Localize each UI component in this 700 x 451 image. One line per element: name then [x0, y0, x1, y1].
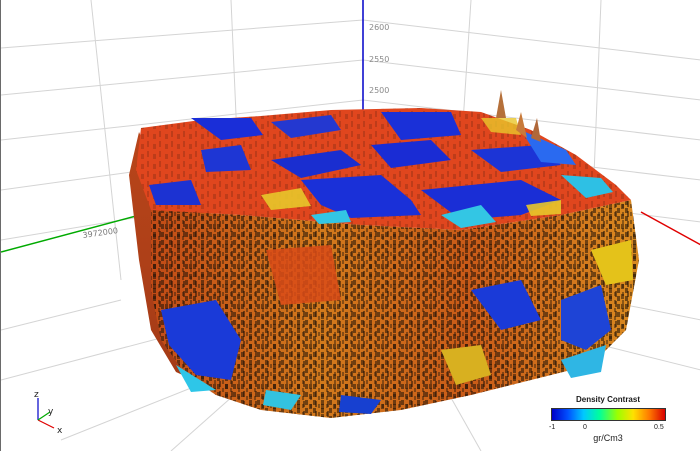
z-tick-1: 2550	[369, 55, 389, 64]
legend-units: gr/Cm3	[593, 433, 623, 443]
density-model	[129, 90, 639, 418]
legend-max-label: 0.5	[654, 424, 664, 431]
orientation-triad: z y x	[34, 390, 63, 436]
triad-y-label: y	[48, 407, 54, 417]
legend-min-label: -1	[549, 424, 556, 431]
triad-y-line	[37, 411, 51, 421]
legend-title: Density Contrast	[575, 395, 640, 404]
triad-x-label: x	[57, 426, 63, 436]
legend-mid-label: 0	[583, 424, 587, 431]
colorbar	[551, 408, 666, 421]
triad-z-label: z	[34, 390, 39, 400]
colorbar-legend: Density Contrast -1 0 0.5 gr/Cm3	[547, 393, 669, 445]
y-axis-line	[1, 211, 152, 253]
z-tick-0: 2600	[369, 23, 389, 32]
triad-x-line	[37, 419, 55, 429]
z-tick-2: 2500	[369, 86, 389, 95]
x-axis-line	[640, 211, 700, 246]
